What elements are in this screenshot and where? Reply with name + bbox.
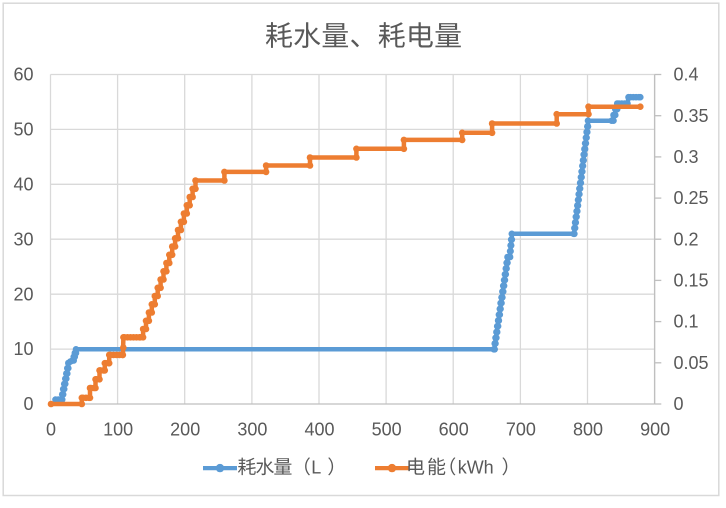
svg-text:0.1: 0.1	[674, 312, 699, 332]
svg-text:0.25: 0.25	[674, 188, 709, 208]
svg-text:40: 40	[13, 174, 33, 194]
svg-text:kWh: kWh	[458, 458, 494, 478]
svg-text:300: 300	[237, 420, 267, 440]
svg-text:0.3: 0.3	[674, 147, 699, 167]
svg-text:400: 400	[304, 420, 334, 440]
svg-text:200: 200	[170, 420, 200, 440]
svg-text:0.15: 0.15	[674, 271, 709, 291]
svg-text:0: 0	[674, 394, 684, 414]
svg-text:0.4: 0.4	[674, 65, 699, 85]
svg-text:60: 60	[13, 65, 33, 85]
svg-text:0.05: 0.05	[674, 353, 709, 373]
svg-text:50: 50	[13, 120, 33, 140]
svg-text:10: 10	[13, 339, 33, 359]
svg-text:600: 600	[439, 420, 469, 440]
svg-text:30: 30	[13, 229, 33, 249]
svg-text:0: 0	[46, 420, 56, 440]
svg-text:20: 20	[13, 284, 33, 304]
svg-text:L: L	[311, 458, 321, 478]
svg-text:700: 700	[506, 420, 536, 440]
svg-text:500: 500	[372, 420, 402, 440]
svg-text:0.35: 0.35	[674, 106, 709, 126]
svg-text:800: 800	[573, 420, 603, 440]
svg-text:900: 900	[640, 420, 670, 440]
svg-text:0: 0	[23, 394, 33, 414]
svg-text:0.2: 0.2	[674, 229, 699, 249]
svg-text:100: 100	[103, 420, 133, 440]
